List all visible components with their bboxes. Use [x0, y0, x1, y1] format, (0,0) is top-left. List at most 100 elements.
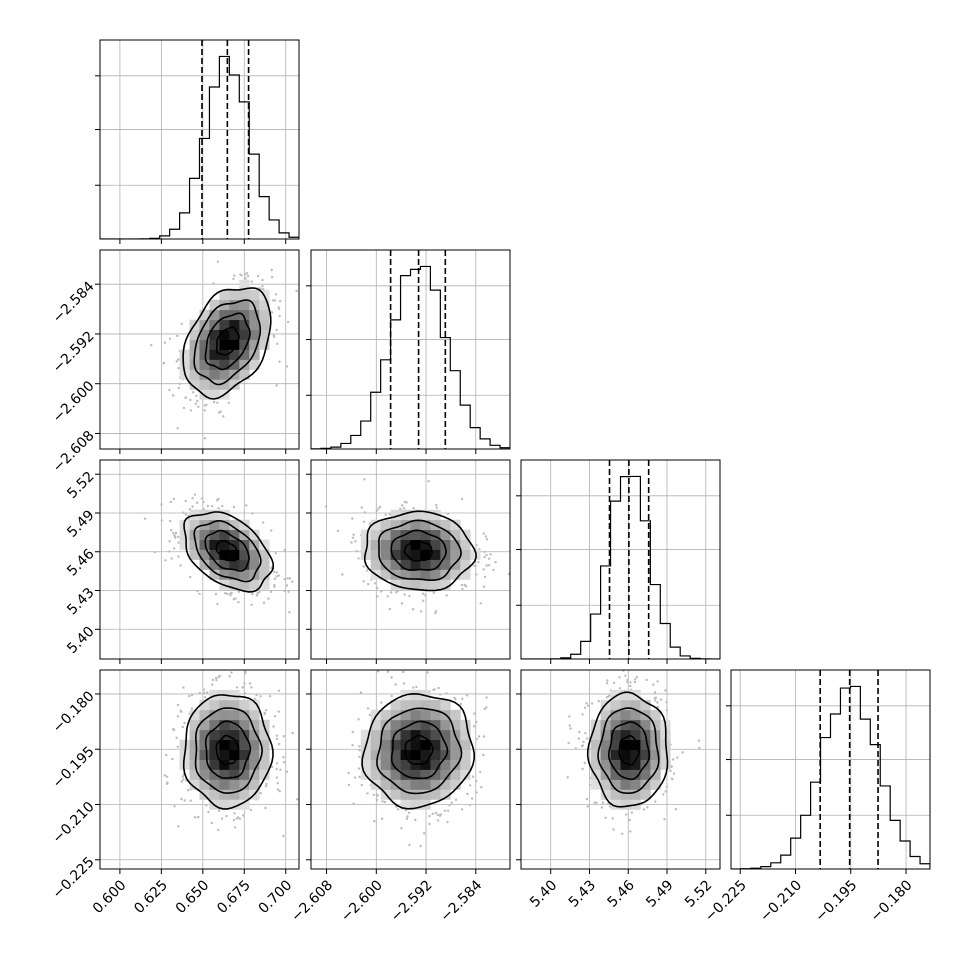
density-cell	[189, 329, 200, 340]
density-cell	[600, 739, 611, 750]
density-cell	[420, 789, 431, 800]
density-cell	[249, 759, 260, 770]
density-cell	[229, 769, 240, 780]
density-cell	[199, 309, 210, 321]
density-cell	[239, 309, 250, 321]
density-cell	[370, 549, 382, 560]
panel-3-2	[516, 669, 721, 874]
density-cell	[239, 719, 250, 731]
density-cell	[410, 729, 421, 741]
density-cell	[179, 359, 190, 370]
density-cell	[390, 579, 401, 590]
density-cell	[219, 539, 230, 550]
density-cell	[199, 329, 210, 340]
density-cell	[640, 739, 651, 750]
density-cell	[590, 779, 601, 790]
x-tick-label: 5.46	[605, 877, 638, 910]
x-tick-label: −0.210	[757, 877, 805, 925]
density-cell	[259, 299, 270, 311]
density-cell	[259, 579, 270, 590]
density-cell	[219, 569, 230, 580]
density-cell	[440, 759, 451, 770]
density-cell	[610, 699, 621, 711]
density-cell	[249, 739, 260, 750]
density-cell	[440, 579, 451, 590]
density-cell	[229, 289, 240, 301]
density-cell	[219, 309, 230, 321]
density-cell	[360, 759, 372, 770]
density-cell	[620, 769, 631, 780]
density-cell	[390, 529, 401, 540]
density-cell	[209, 549, 220, 560]
density-cell	[249, 709, 260, 721]
density-cell	[239, 549, 250, 560]
density-cell	[430, 789, 441, 800]
density-cell	[229, 329, 240, 340]
panel-frame	[310, 669, 511, 870]
density-cell	[400, 709, 411, 721]
density-cell	[420, 549, 431, 560]
density-cell	[600, 759, 611, 770]
density-cell	[239, 359, 250, 370]
contour-line	[390, 529, 447, 571]
density-cell	[600, 709, 611, 721]
density-cell	[430, 509, 441, 521]
density-cell	[370, 529, 382, 540]
density-cell	[209, 779, 220, 790]
density-cell	[189, 739, 200, 750]
density-cell	[209, 329, 220, 340]
density-cell	[650, 769, 661, 780]
density-cell	[380, 519, 391, 531]
x-tick-label: 0.650	[173, 877, 213, 917]
density-cell	[420, 779, 431, 790]
panel-0-0	[95, 39, 300, 244]
density-cell	[239, 799, 250, 810]
density-cell	[370, 559, 382, 570]
density-cell	[420, 569, 431, 580]
density-cell	[420, 539, 431, 550]
density-cell	[390, 559, 401, 570]
density-cell	[430, 709, 441, 721]
density-cell	[370, 539, 382, 550]
density-cell	[219, 529, 230, 540]
density-cell	[360, 729, 372, 741]
contour-line	[618, 734, 640, 766]
density-cell	[610, 799, 621, 810]
density-cell	[650, 739, 661, 750]
density-cell	[239, 749, 250, 760]
density-cell	[189, 339, 200, 350]
density-cell	[249, 749, 260, 760]
density-cell	[370, 729, 382, 741]
density-cell	[209, 339, 220, 350]
density-cell	[460, 569, 471, 580]
x-tick-label: 5.43	[566, 877, 599, 910]
y-tick-label: 5.46	[64, 546, 97, 579]
density-cell	[380, 559, 391, 570]
density-cell	[400, 759, 411, 770]
density-cell	[400, 789, 411, 800]
y-tick-label: −2.608	[50, 428, 98, 476]
density-cell	[430, 529, 441, 540]
density-cell	[219, 359, 230, 370]
density-cell	[209, 759, 220, 770]
sample-points	[324, 478, 510, 615]
contour-line	[193, 520, 262, 583]
panel-3-0	[95, 669, 300, 874]
density-cell	[239, 329, 250, 340]
density-cell	[450, 529, 461, 540]
density-cell	[259, 769, 270, 780]
density-cell	[630, 779, 641, 790]
density-cell	[400, 519, 411, 531]
density-cell	[249, 769, 260, 780]
density-cell	[249, 329, 260, 340]
density-cell	[239, 299, 250, 311]
density-cell	[610, 749, 621, 760]
density-cell	[410, 739, 421, 750]
density-cell	[410, 769, 421, 780]
density-cell	[590, 749, 601, 760]
panel-1-1	[306, 249, 511, 454]
density-cell	[420, 709, 431, 721]
density-cell	[380, 759, 391, 770]
density-cell	[239, 319, 250, 330]
density-cell	[370, 719, 382, 731]
